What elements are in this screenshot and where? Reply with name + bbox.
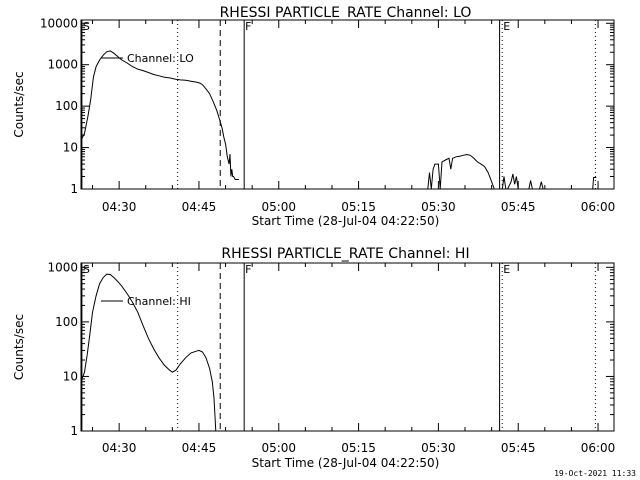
x-tick-label: 05:45	[501, 441, 536, 455]
time-marker-label: S	[83, 20, 90, 33]
x-tick-label: 04:30	[102, 200, 137, 214]
y-axis-label: Counts/sec	[12, 71, 26, 137]
chart-panel-0: RHESSI PARTICLE_RATE Channel: LO Counts/s…	[12, 5, 615, 228]
x-tick-label: 04:45	[182, 200, 217, 214]
x-tick-label: 04:45	[182, 441, 217, 455]
time-marker-label: S	[83, 263, 90, 276]
plot-frame	[80, 262, 615, 432]
legend-label: Channel: LO	[127, 52, 194, 65]
chart-title: RHESSI PARTICLE_RATE Channel: HI	[221, 246, 469, 262]
y-tick-label: 100	[55, 315, 78, 329]
y-tick-label: 1000	[47, 58, 78, 72]
chart-title: RHESSI PARTICLE_RATE Channel: LO	[220, 5, 472, 21]
x-tick-label: 04:30	[102, 441, 137, 455]
footer-timestamp: 19-Oct-2021 11:33	[554, 469, 636, 478]
x-tick-label: 05:15	[341, 200, 376, 214]
y-tick-label: 10	[63, 369, 78, 383]
x-axis-label: Start Time (28-Jul-04 04:22:50)	[252, 214, 440, 228]
x-tick-label: 05:15	[341, 441, 376, 455]
x-axis-label: Start Time (28-Jul-04 04:22:50)	[252, 456, 440, 470]
plot-frame	[80, 19, 615, 190]
x-tick-label: 05:45	[501, 200, 536, 214]
chart-panel-1: RHESSI PARTICLE_RATE Channel: HI Counts/s…	[12, 246, 615, 470]
x-tick-label: 05:00	[261, 200, 296, 214]
series-line	[592, 177, 597, 190]
y-tick-label: 10000	[40, 16, 78, 30]
y-tick-label: 1000	[47, 260, 78, 274]
y-tick-label: 1	[70, 182, 78, 196]
y-tick-label: 100	[55, 99, 78, 113]
x-tick-label: 06:00	[581, 441, 616, 455]
y-axis-label: Counts/sec	[12, 314, 26, 380]
legend-label: Channel: HI	[127, 295, 191, 308]
x-tick-label: 05:00	[261, 441, 296, 455]
time-marker-label: F	[245, 20, 251, 33]
x-tick-label: 05:30	[421, 200, 456, 214]
y-tick-label: 10	[63, 141, 78, 155]
series-line	[80, 273, 217, 432]
x-tick-label: 05:30	[421, 441, 456, 455]
time-marker-label: F	[245, 263, 251, 276]
series-line	[501, 173, 544, 190]
series-line	[427, 153, 495, 190]
x-tick-label: 06:00	[581, 200, 616, 214]
time-marker-label: E	[503, 263, 510, 276]
y-tick-label: 1	[70, 424, 78, 438]
time-marker-label: E	[503, 20, 510, 33]
series-line	[80, 50, 239, 180]
